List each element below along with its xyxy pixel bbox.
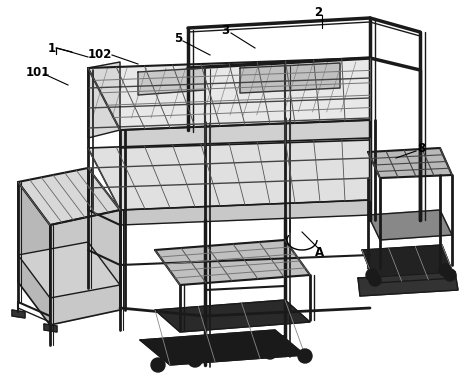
Circle shape [297,349,311,363]
Text: 5: 5 [174,31,182,45]
Polygon shape [120,120,369,148]
Circle shape [151,358,165,372]
Text: 102: 102 [88,48,112,61]
Polygon shape [357,272,457,296]
Text: 2: 2 [313,5,321,18]
Polygon shape [88,58,369,130]
Polygon shape [88,138,369,210]
Polygon shape [155,240,309,285]
Polygon shape [12,310,25,318]
Text: 8: 8 [416,141,424,154]
Circle shape [365,269,377,281]
Polygon shape [120,200,369,225]
Polygon shape [44,324,57,332]
Polygon shape [18,168,120,225]
Polygon shape [18,182,50,325]
Text: 101: 101 [26,66,50,78]
Polygon shape [18,242,120,298]
Polygon shape [367,148,451,178]
Polygon shape [367,210,451,240]
Polygon shape [155,300,309,332]
Circle shape [438,264,450,276]
Polygon shape [240,63,339,93]
Circle shape [368,274,380,286]
Text: 3: 3 [220,23,229,36]
Circle shape [188,353,202,367]
Polygon shape [140,330,304,365]
Polygon shape [361,245,454,283]
Text: 1: 1 [48,41,56,55]
Circle shape [443,269,455,281]
Polygon shape [88,62,120,138]
Polygon shape [138,68,205,95]
Polygon shape [50,210,120,325]
Text: A: A [315,245,324,258]
Circle shape [263,345,276,359]
